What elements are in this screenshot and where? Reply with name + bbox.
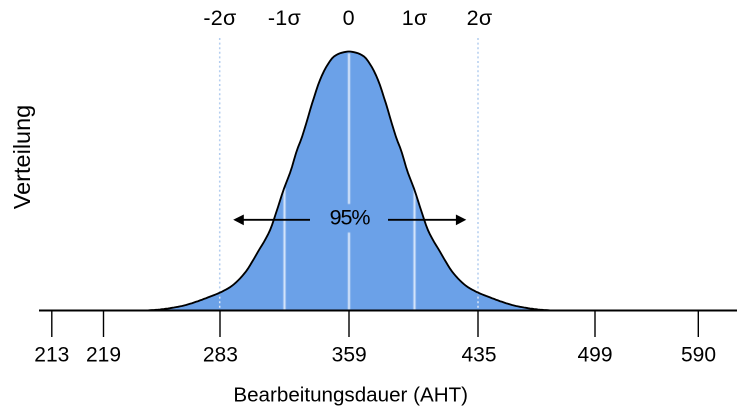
svg-text:2σ: 2σ: [467, 6, 493, 30]
svg-text:Verteilung: Verteilung: [9, 105, 35, 210]
svg-text:435: 435: [461, 343, 496, 366]
svg-text:95%: 95%: [330, 206, 371, 230]
svg-text:590: 590: [681, 343, 716, 366]
svg-text:1σ: 1σ: [402, 6, 428, 30]
svg-text:-1σ: -1σ: [268, 6, 301, 30]
svg-text:-2σ: -2σ: [203, 6, 236, 30]
svg-text:Bearbeitungsdauer (AHT): Bearbeitungsdauer (AHT): [233, 384, 468, 407]
svg-text:499: 499: [577, 343, 612, 366]
svg-text:359: 359: [332, 343, 367, 366]
svg-text:219: 219: [86, 343, 121, 366]
svg-text:213: 213: [34, 343, 69, 366]
svg-text:283: 283: [203, 343, 238, 366]
svg-text:0: 0: [343, 6, 355, 30]
